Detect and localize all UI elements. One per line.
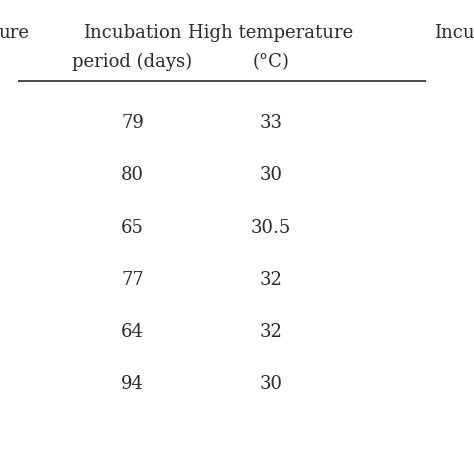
Text: Incu: Incu — [434, 24, 474, 42]
Text: Incubation: Incubation — [83, 24, 182, 42]
Text: 30: 30 — [260, 166, 283, 184]
Text: High temperature: High temperature — [189, 24, 354, 42]
Text: period (days): period (days) — [73, 53, 192, 71]
Text: 30.5: 30.5 — [251, 219, 291, 237]
Text: 32: 32 — [260, 323, 283, 341]
Text: ure: ure — [0, 24, 29, 42]
Text: 77: 77 — [121, 271, 144, 289]
Text: 80: 80 — [121, 166, 144, 184]
Text: 94: 94 — [121, 375, 144, 393]
Text: 33: 33 — [260, 114, 283, 132]
Text: 79: 79 — [121, 114, 144, 132]
Text: (°C): (°C) — [253, 53, 290, 71]
Text: 32: 32 — [260, 271, 283, 289]
Text: 64: 64 — [121, 323, 144, 341]
Text: 30: 30 — [260, 375, 283, 393]
Text: 65: 65 — [121, 219, 144, 237]
